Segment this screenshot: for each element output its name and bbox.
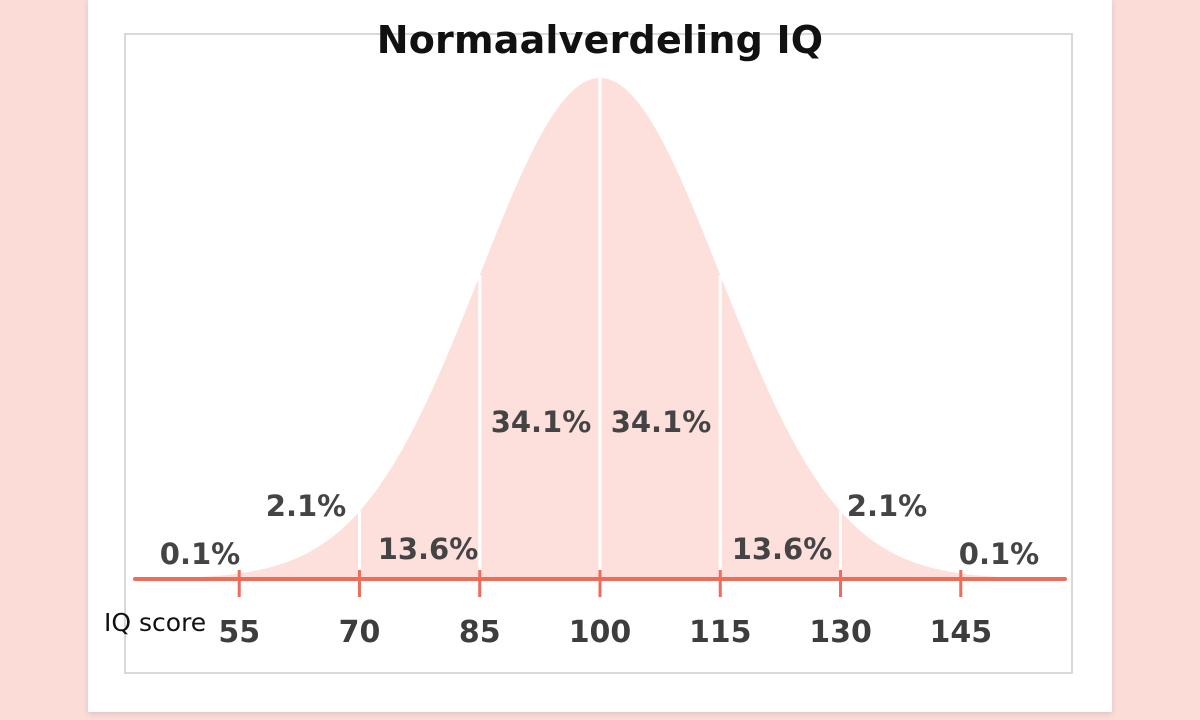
x-axis-label: IQ score [104,608,207,637]
segment-percent-label: 34.1% [611,405,712,439]
segment-percent-label: 13.6% [378,532,479,566]
x-tick-label: 55 [218,615,260,650]
x-tick-label: 70 [339,615,381,650]
segment-percent-label: 0.1% [959,537,1039,571]
segment-percent-label: 0.1% [160,537,240,571]
segment-percent-label: 13.6% [732,532,833,566]
segment-percent-label: 2.1% [266,489,346,523]
x-tick-label: 145 [929,615,992,650]
x-tick-label: 100 [569,615,632,650]
x-tick-label: 85 [459,615,501,650]
segment-percent-label: 2.1% [847,489,927,523]
chart-title: Normaalverdeling IQ [376,18,824,62]
segment-percent-label: 34.1% [491,405,592,439]
x-tick-label: 130 [809,615,872,650]
x-tick-label: 115 [689,615,752,650]
